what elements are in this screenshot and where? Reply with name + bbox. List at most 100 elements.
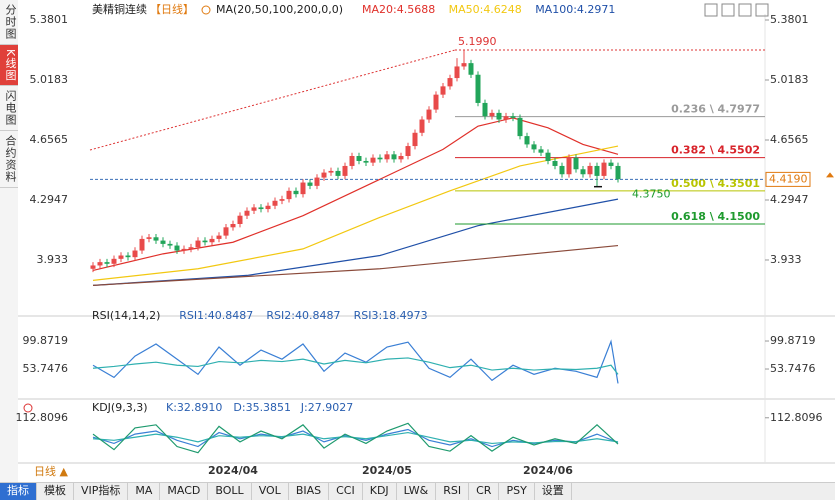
candle-body [363,160,369,163]
peak-label: 5.1990 [458,35,497,48]
toolbar-tab[interactable]: KDJ [363,483,397,500]
candle-body [405,146,411,157]
low-label: 4.3750 [632,188,671,201]
y-tick-label-right: 3.933 [770,253,802,266]
toolbar-icons[interactable] [704,3,769,17]
settings-icon[interactable] [23,403,33,413]
candle-body [286,190,292,200]
candle-body [447,78,453,87]
candle-body [503,116,509,120]
fib-label: 0.236 \ 4.7977 [671,103,760,116]
fib-label: 0.382 \ 4.5502 [671,144,760,157]
toolbar-tab[interactable]: MA [128,483,161,500]
candle-body [146,237,152,239]
sidebar-tab[interactable]: K线图 [0,45,18,87]
toolbar-tab[interactable]: PSY [499,483,535,500]
candle-body [272,200,278,206]
line [92,244,619,286]
candle-body [370,157,376,163]
candle-body [335,170,341,176]
candle-body [139,238,145,251]
indicator-label: MA(20,50,100,200,0,0) [216,3,343,16]
toolbar-tab[interactable]: 设置 [535,483,572,500]
candle-body [524,136,530,145]
trend-line [89,49,456,151]
chart: 日线 ▲ 5.3801 5.3801 5.0183 5.0183 4.6565 4.656… [15,2,835,478]
toolbar-tab[interactable]: MACD [160,483,209,500]
candle-body [580,169,586,175]
fib-label: 0.500 \ 4.3501 [671,177,760,190]
candle-body [594,165,600,176]
toolbar: 指标 模板 VIP指标 MA MACD BOLL VOL BIAS CCI KDJ LW& RSI CR… [0,482,835,500]
toolbar-tab[interactable]: CCI [329,483,363,500]
line [92,145,619,281]
y-tick-label: 5.3801 [30,13,69,26]
sidebar-tab[interactable]: 合约资料 [0,131,18,189]
candle-body [461,63,467,67]
toolbar-tab[interactable]: CR [469,483,500,500]
candle-body [601,162,607,176]
toolbar-tab[interactable]: LW& [397,483,437,500]
sidebar-tab[interactable]: 分时图 [0,0,18,45]
toolbar-tab[interactable]: RSI [436,483,470,500]
legend-entry: MA100:4.2971 [535,3,615,16]
toolbar-tab[interactable]: VIP指标 [74,483,129,500]
indicator-label: RSI3:18.4973 [354,309,428,322]
candle-body [482,102,488,117]
candle-body [125,255,131,258]
y-tick-label: 5.0183 [30,73,69,86]
candle-body [531,144,537,150]
candle-body [433,94,439,110]
sidebar-tab[interactable]: 闪电图 [0,86,18,132]
candle-body [314,177,320,186]
candle-body [412,132,418,147]
y-tick-label: 112.8096 [16,411,69,424]
candle-body [265,205,271,210]
period-switch[interactable]: 日线 ▲ [34,464,68,478]
toolbar-tab[interactable]: VOL [252,483,289,500]
candle-body [251,207,257,211]
candle-body [195,240,201,248]
line [92,357,619,375]
toolbar-tab[interactable]: BOLL [208,483,252,500]
toolbar-tab[interactable]: BIAS [289,483,330,500]
y-tick-label: 3.933 [37,253,69,266]
candle-body [209,238,215,243]
candle-body [321,172,327,178]
legend-entry: MA50:4.6248 [449,3,522,16]
toolbar-tab[interactable]: 模板 [37,483,74,500]
last-price-box [765,171,811,187]
candle-body [440,86,446,95]
candle-body [545,152,551,161]
candle-body [426,109,432,120]
indicator-label: RSI(14,14,2) [92,309,160,322]
legend-entry: MA20:4.5688 [362,3,435,16]
candle-body [510,116,516,118]
candle-body [118,255,124,259]
candle-body [356,156,362,161]
add-icon[interactable] [201,5,211,15]
indicator-label: KDJ(9,3,3) [92,401,148,414]
y-tick-label-right: 4.6565 [770,133,809,146]
candle-body [174,245,180,251]
y-tick-label: 53.7476 [23,362,69,375]
sidebar: 分时图 K线图 闪电图 合约资料 [0,0,19,482]
candle-body [538,149,544,153]
last-price-label: 4.4190 [769,172,808,185]
y-tick-label-right: 53.7476 [770,362,816,375]
line [92,117,619,272]
candle-body [566,157,572,175]
candle-body [216,235,222,239]
candle-body [342,165,348,176]
candle-body [90,265,96,269]
candle-body [384,154,390,160]
title: 美精铜连续 [92,2,147,16]
line [92,431,619,445]
candle-body [489,112,495,117]
y-tick-label: 4.2947 [30,193,69,206]
candle-body [559,165,565,175]
y-tick-label: 4.6565 [30,133,69,146]
candle-body [615,165,621,180]
toolbar-tab[interactable]: 指标 [0,483,37,500]
